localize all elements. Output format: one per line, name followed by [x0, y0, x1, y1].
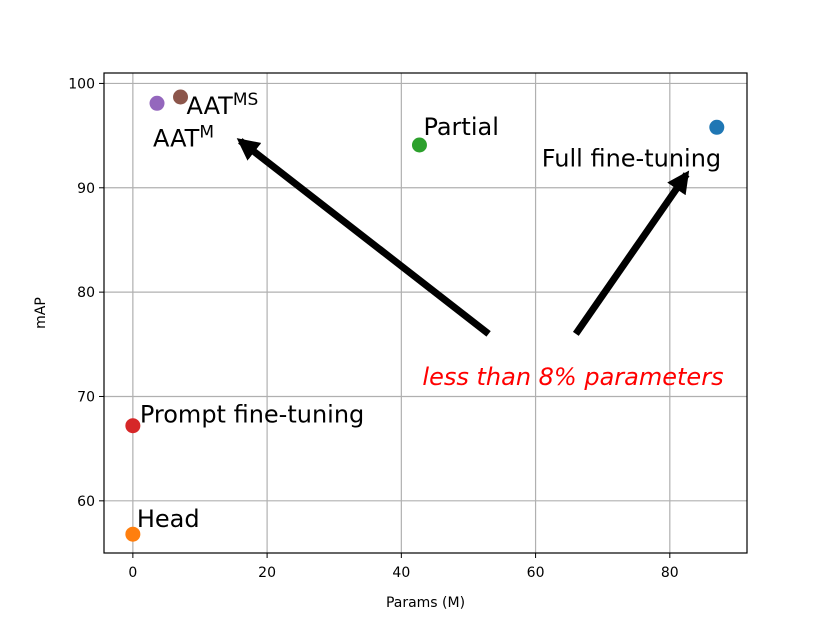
annotation-arrow [572, 170, 690, 336]
point-full-fine-tuning [709, 119, 725, 135]
y-tick-label: 80 [77, 285, 95, 301]
x-tick-label: 60 [527, 565, 545, 581]
x-tick-label: 20 [258, 565, 276, 581]
point-aat-m [149, 95, 165, 111]
point-prompt-fine-tuning [125, 418, 141, 434]
label-full-fine-tuning: Full fine-tuning [542, 144, 721, 172]
x-tick-label: 80 [661, 565, 679, 581]
y-tick-label: 100 [68, 76, 95, 92]
point-labels: Full fine-tuning Head Partial Prompt fine-t… [137, 90, 721, 533]
axis-ticks: 0 20 40 60 80 60 70 80 90 100 [68, 76, 678, 581]
y-tick-label: 70 [77, 389, 95, 405]
data-points [125, 89, 725, 542]
y-tick-label: 60 [77, 494, 95, 510]
x-tick-label: 0 [128, 565, 137, 581]
label-aat-ms: AATMS [187, 90, 259, 120]
label-head: Head [137, 505, 200, 533]
x-tick-label: 40 [392, 565, 410, 581]
annotation-text: less than 8% parameters [422, 363, 723, 391]
point-partial [411, 137, 427, 153]
point-aat-ms [173, 89, 189, 105]
annotation-arrow [236, 138, 491, 337]
label-partial: Partial [423, 113, 498, 141]
grid-lines [104, 73, 747, 553]
y-axis-label: mAP [33, 297, 49, 329]
annotation-arrows [236, 138, 690, 337]
plot-frame [103, 72, 748, 554]
point-head [125, 526, 141, 542]
label-prompt-fine-tuning: Prompt fine-tuning [140, 401, 364, 429]
x-axis-label: Params (M) [386, 595, 465, 611]
y-tick-label: 90 [77, 181, 95, 197]
label-aat-m: AATM [153, 122, 214, 152]
